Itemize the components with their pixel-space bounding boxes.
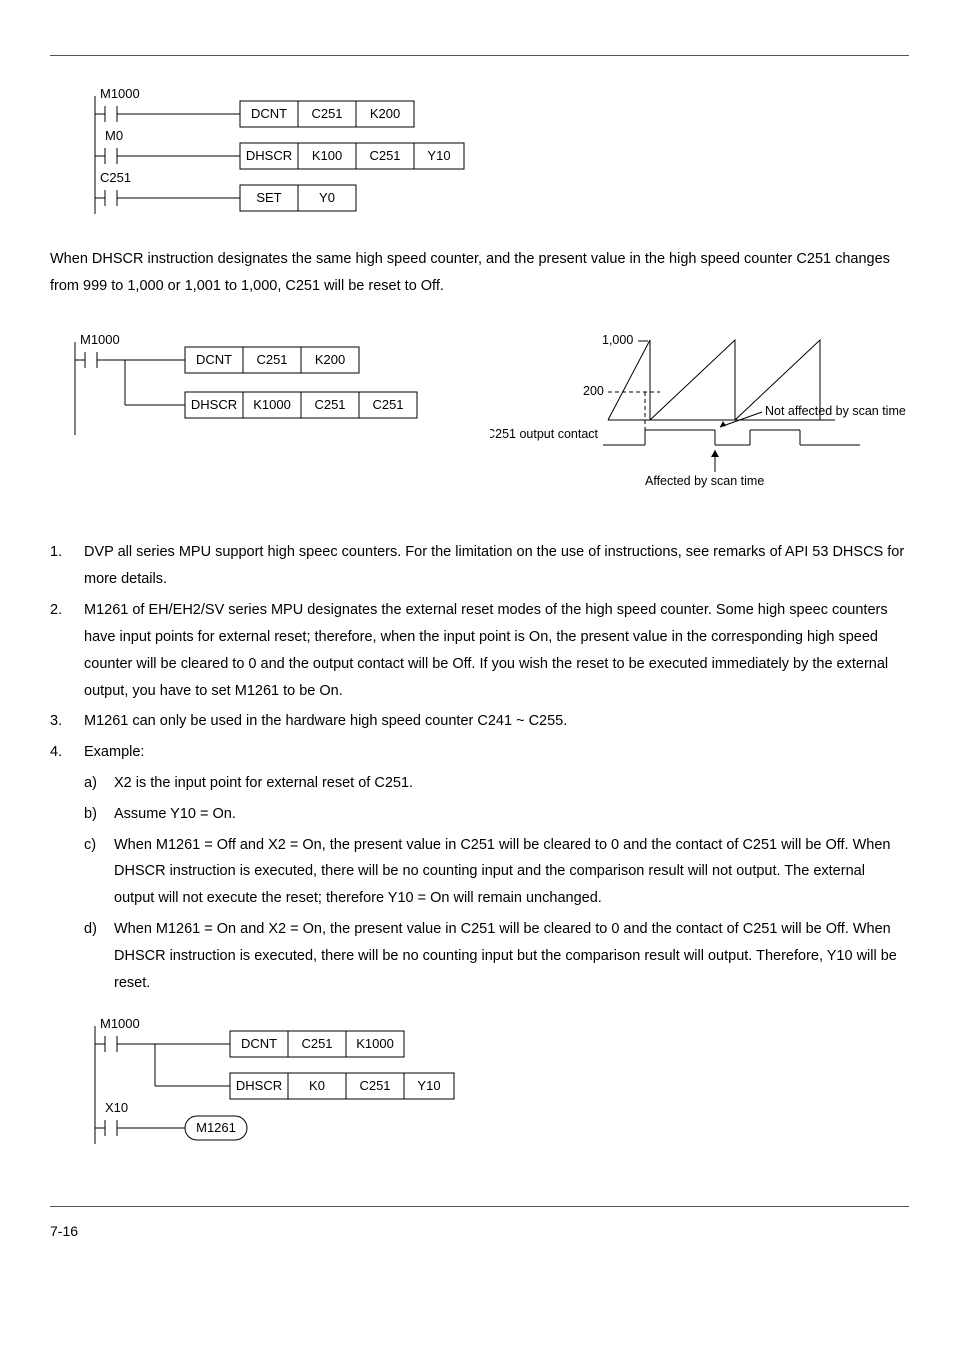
box-c251-f: C251 xyxy=(359,1078,390,1093)
ladder-diagram-3: M1000 DCNT C251 K1000 DHSCR K0 C251 Y10 … xyxy=(90,1016,909,1146)
label-affected: Affected by scan time xyxy=(645,474,764,488)
sub-b-num: b) xyxy=(84,801,114,828)
label-1000: 1,000 xyxy=(602,333,633,347)
contact-m1000-b: M1000 xyxy=(80,332,120,347)
box-c251-b: C251 xyxy=(256,352,287,367)
box-dcnt: DCNT xyxy=(251,106,287,121)
contact-m1000: M1000 xyxy=(100,86,140,101)
label-not-affected: Not affected by scan time xyxy=(765,404,906,418)
item-3-text: M1261 can only be used in the hardware h… xyxy=(84,708,909,735)
item-2-text: M1261 of EH/EH2/SV series MPU designates… xyxy=(84,597,909,704)
box-dhscr-b: DHSCR xyxy=(191,397,237,412)
top-rule xyxy=(50,55,909,56)
box-dhscr: DHSCR xyxy=(246,148,292,163)
sub-a-text: X2 is the input point for external reset… xyxy=(114,770,909,797)
box-y10-c: Y10 xyxy=(417,1078,440,1093)
para-dhscr: When DHSCR instruction designates the sa… xyxy=(50,246,909,300)
ladder-diagram-1: M1000 DCNT C251 K200 M0 DHSCR K100 C251 … xyxy=(90,86,909,216)
contact-c251: C251 xyxy=(100,170,131,185)
bottom-rule xyxy=(50,1206,909,1207)
contact-x10: X10 xyxy=(105,1100,128,1115)
sub-list: a) X2 is the input point for external re… xyxy=(84,770,909,997)
item-3-num: 3. xyxy=(50,708,84,735)
sub-d-text: When M1261 = On and X2 = On, the present… xyxy=(114,916,909,996)
box-c251-d: C251 xyxy=(372,397,403,412)
sub-d-num: d) xyxy=(84,916,114,996)
coil-m1261: M1261 xyxy=(196,1120,236,1135)
item-4-text: Example: xyxy=(84,739,909,766)
box-k1000-b: K1000 xyxy=(253,397,291,412)
box-k200: K200 xyxy=(370,106,400,121)
box-k100: K100 xyxy=(312,148,342,163)
item-1-text: DVP all series MPU support high speec co… xyxy=(84,539,909,593)
box-set: SET xyxy=(256,190,281,205)
box-dcnt-b: DCNT xyxy=(196,352,232,367)
box-k200-b: K200 xyxy=(315,352,345,367)
box-k1000-c: K1000 xyxy=(356,1036,394,1051)
label-200: 200 xyxy=(583,384,604,398)
item-4-num: 4. xyxy=(50,739,84,766)
sub-c-text: When M1261 = Off and X2 = On, the presen… xyxy=(114,832,909,912)
box-y0: Y0 xyxy=(319,190,335,205)
contact-m0: M0 xyxy=(105,128,123,143)
sub-c-num: c) xyxy=(84,832,114,912)
ladder-diagram-2: M1000 DCNT C251 K200 DHSCR K1000 xyxy=(70,330,450,450)
label-c251out: C251 output contact xyxy=(490,427,599,441)
sub-a-num: a) xyxy=(84,770,114,797)
box-c251-e: C251 xyxy=(301,1036,332,1051)
page-number: 7-16 xyxy=(50,1219,909,1245)
ladder-svg-3: M1000 DCNT C251 K1000 DHSCR K0 C251 Y10 … xyxy=(90,1016,490,1146)
sub-b-text: Assume Y10 = On. xyxy=(114,801,909,828)
timing-chart: 1,000 200 C251 output contact xyxy=(490,330,920,510)
box-dhscr-c: DHSCR xyxy=(236,1078,282,1093)
numbered-list: 1. DVP all series MPU support high speec… xyxy=(50,539,909,996)
box-k0: K0 xyxy=(309,1078,325,1093)
box-dcnt-c: DCNT xyxy=(241,1036,277,1051)
item-1-num: 1. xyxy=(50,539,84,593)
ladder-svg-2: M1000 DCNT C251 K200 DHSCR K1000 xyxy=(70,330,450,440)
contact-m1000-c: M1000 xyxy=(100,1016,140,1031)
item-2-num: 2. xyxy=(50,597,84,704)
box-c251b: C251 xyxy=(369,148,400,163)
box-y10: Y10 xyxy=(427,148,450,163)
box-c251: C251 xyxy=(311,106,342,121)
box-c251-c: C251 xyxy=(314,397,345,412)
ladder-svg-1: M1000 DCNT C251 K200 M0 DHSCR K100 C251 … xyxy=(90,86,510,216)
timing-svg: 1,000 200 C251 output contact xyxy=(490,330,920,500)
